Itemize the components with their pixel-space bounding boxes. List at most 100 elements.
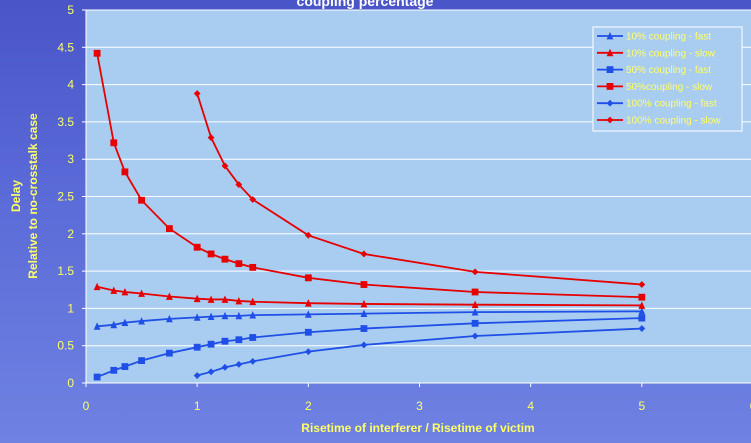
y-axis-title-line2: Relative to no-crosstalk case [26,113,40,279]
legend: 10% coupling - fast 10% coupling - slow 50… [592,26,743,132]
legend-box [592,26,743,132]
data-point [304,348,312,356]
y-tick-label: 3 [67,152,74,166]
y-tick-label: 1 [67,301,74,315]
data-point [235,260,243,268]
data-point [638,301,646,309]
data-point [165,349,173,357]
data-point [249,297,257,306]
data-point [360,325,368,332]
y-tick-label: 4.5 [57,40,74,54]
legend-label: 50% coupling - fast [626,65,711,76]
legend-swatch-marker [606,83,614,90]
data-point [471,300,479,309]
y-tick-label: 0 [67,376,74,390]
legend-item: 100% coupling - slow [597,116,721,127]
data-point [193,90,201,97]
data-point [93,282,101,291]
data-point [235,360,243,368]
data-point [207,250,215,258]
data-point [638,325,646,332]
data-point [207,368,215,376]
data-point [235,296,243,305]
data-point [138,196,145,204]
data-point [138,357,145,365]
data-point [235,336,243,344]
chart-title: coupling percentage [297,0,434,9]
data-point [221,295,229,303]
y-tick-label: 2 [67,227,74,241]
data-series [93,49,646,381]
x-tick-label: 6 [750,399,751,413]
legend-item: 10% coupling - fast [597,32,711,43]
x-tick-label: 2 [305,399,312,413]
series-line [96,285,642,307]
y-tick-label: 0.5 [57,339,74,353]
series-2 [93,282,646,309]
data-point [121,168,129,176]
legend-swatch-marker [606,32,614,40]
series-3 [93,314,646,381]
data-point [93,373,101,381]
legend-label: 100% coupling - slow [626,116,721,127]
data-point [235,181,243,188]
data-point [304,328,312,336]
data-point [221,337,229,345]
data-point [110,139,118,147]
data-point [93,322,101,330]
data-point [304,231,312,239]
y-tick-label: 5 [67,3,74,17]
data-point [138,317,145,325]
data-point [360,309,368,318]
legend-swatch-marker [606,66,614,73]
data-point [638,281,646,288]
x-tick-label: 4 [527,399,534,413]
data-point [110,320,118,329]
data-point [249,263,257,271]
legend-label: 10% coupling - fast [626,32,711,43]
data-point [249,357,257,365]
data-point [304,310,312,318]
data-point [207,134,215,141]
data-point [235,311,243,320]
data-point [221,162,229,170]
data-point [193,313,201,321]
series-line [96,53,642,299]
legend-swatch-marker [606,99,614,107]
legend-item: 10% coupling - slow [597,48,716,59]
data-point [304,274,312,282]
data-point [193,243,201,251]
data-point [471,332,479,340]
y-tick-label: 3.5 [57,115,74,129]
x-tick-label: 3 [416,399,423,413]
data-point [121,363,129,370]
legend-label: 50%coupling - slow [626,82,713,93]
data-point [121,287,129,296]
x-axis-title: Risetime of interferer / Risetime of vic… [301,421,534,435]
data-point [207,340,215,348]
data-point [165,292,173,300]
y-tick-label: 4 [67,78,74,92]
data-point [193,343,201,351]
data-point [249,334,257,341]
data-point [471,288,479,296]
data-point [110,286,118,294]
y-tick-label: 2.5 [57,190,74,204]
data-point [221,255,229,263]
data-point [304,299,312,307]
data-point [165,314,173,323]
data-point [249,311,257,319]
data-point [638,307,646,315]
data-point [165,225,173,232]
data-point [193,294,201,303]
x-tick-label: 1 [194,399,201,413]
axes: 0 0.5 1 1.5 2 2.5 3 3.5 4 4.5 5 0 1 2 3 4 5 6 [57,3,751,413]
data-point [221,311,229,320]
data-point [471,308,479,316]
legend-label: 10% coupling - slow [626,48,716,59]
y-tick-label: 1.5 [57,264,74,278]
data-point [93,49,101,57]
data-point [471,268,479,276]
series-1 [93,307,646,330]
